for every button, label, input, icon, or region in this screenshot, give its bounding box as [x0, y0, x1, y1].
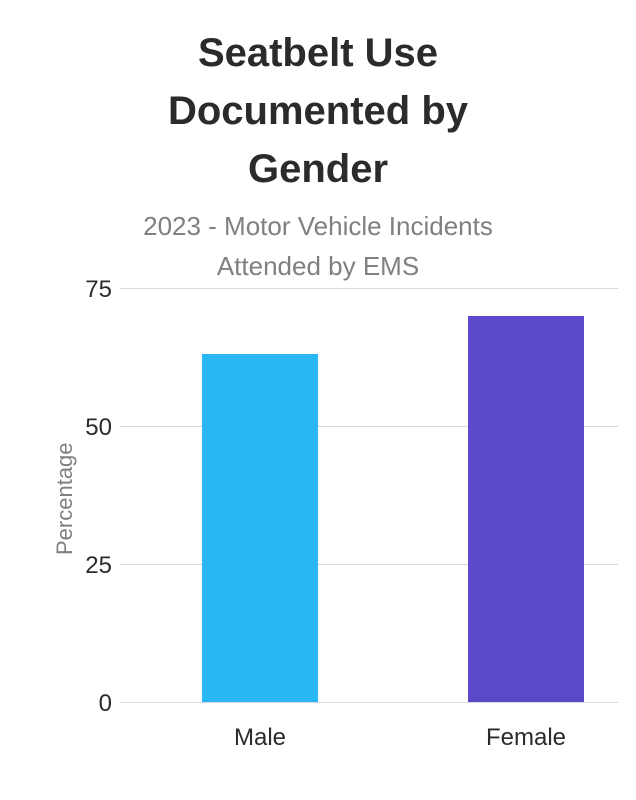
y-axis-label: Percentage — [52, 442, 78, 555]
bar-male — [202, 354, 318, 702]
y-tick-label: 75 — [72, 276, 112, 304]
x-tick-label: Male — [234, 724, 286, 752]
x-tick-label: Female — [486, 724, 566, 752]
y-tick-label: 50 — [72, 414, 112, 442]
chart-subtitle: 2023 - Motor Vehicle Incidents Attended … — [108, 206, 528, 287]
bar-female — [468, 316, 584, 702]
y-tick-label: 0 — [72, 690, 112, 718]
plot-area — [120, 288, 618, 702]
chart-area: Percentage 0255075MaleFemale — [0, 280, 636, 770]
gridline — [120, 702, 618, 703]
chart-container: Seatbelt Use Documented by Gender 2023 -… — [0, 0, 636, 800]
y-tick-label: 25 — [72, 552, 112, 580]
chart-title: Seatbelt Use Documented by Gender — [108, 0, 528, 198]
gridline — [120, 288, 618, 289]
